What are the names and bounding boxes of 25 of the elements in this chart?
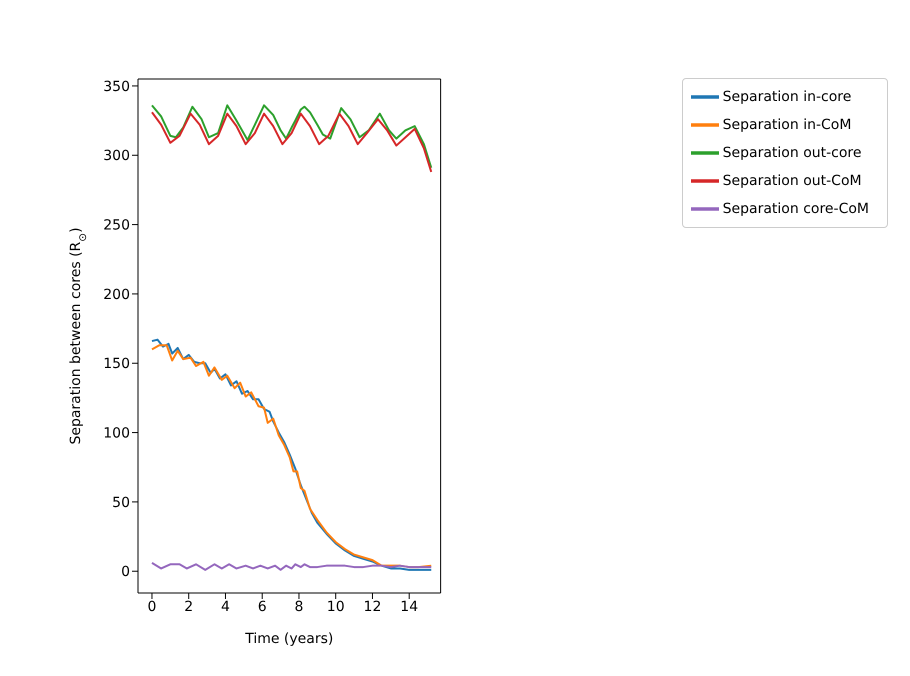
y-tick-label: 100 [103,426,130,442]
y-tick-label: 350 [103,78,130,95]
x-tick-label: 8 [294,598,304,615]
legend-label: Separation core-CoM [722,200,869,217]
y-tick-label: 200 [103,286,130,303]
y-tick-label: 250 [103,218,130,234]
x-tick-label: 2 [184,598,194,615]
x-tick-label: 14 [400,598,418,615]
y-tick-label: 300 [103,148,130,164]
x-tick-label: 12 [364,598,382,615]
line-series [150,111,432,173]
line-series [150,104,432,169]
x-axis-title: Time (years) [244,631,334,647]
legend-label: Separation in-core [722,88,852,105]
x-tick-label: 10 [326,598,345,615]
legend-label: Separation out-core [722,144,862,161]
y-tick-label: 50 [112,494,130,511]
legend-label: Separation in-CoM [722,116,852,133]
y-tick-label: 150 [103,356,130,372]
line-series [150,562,432,571]
x-tick-label: 0 [148,598,156,615]
legend-label: Separation out-CoM [722,172,862,189]
x-tick-label: 4 [221,598,230,615]
y-tick-label: 0 [121,564,130,580]
x-tick-label: 6 [258,598,267,615]
